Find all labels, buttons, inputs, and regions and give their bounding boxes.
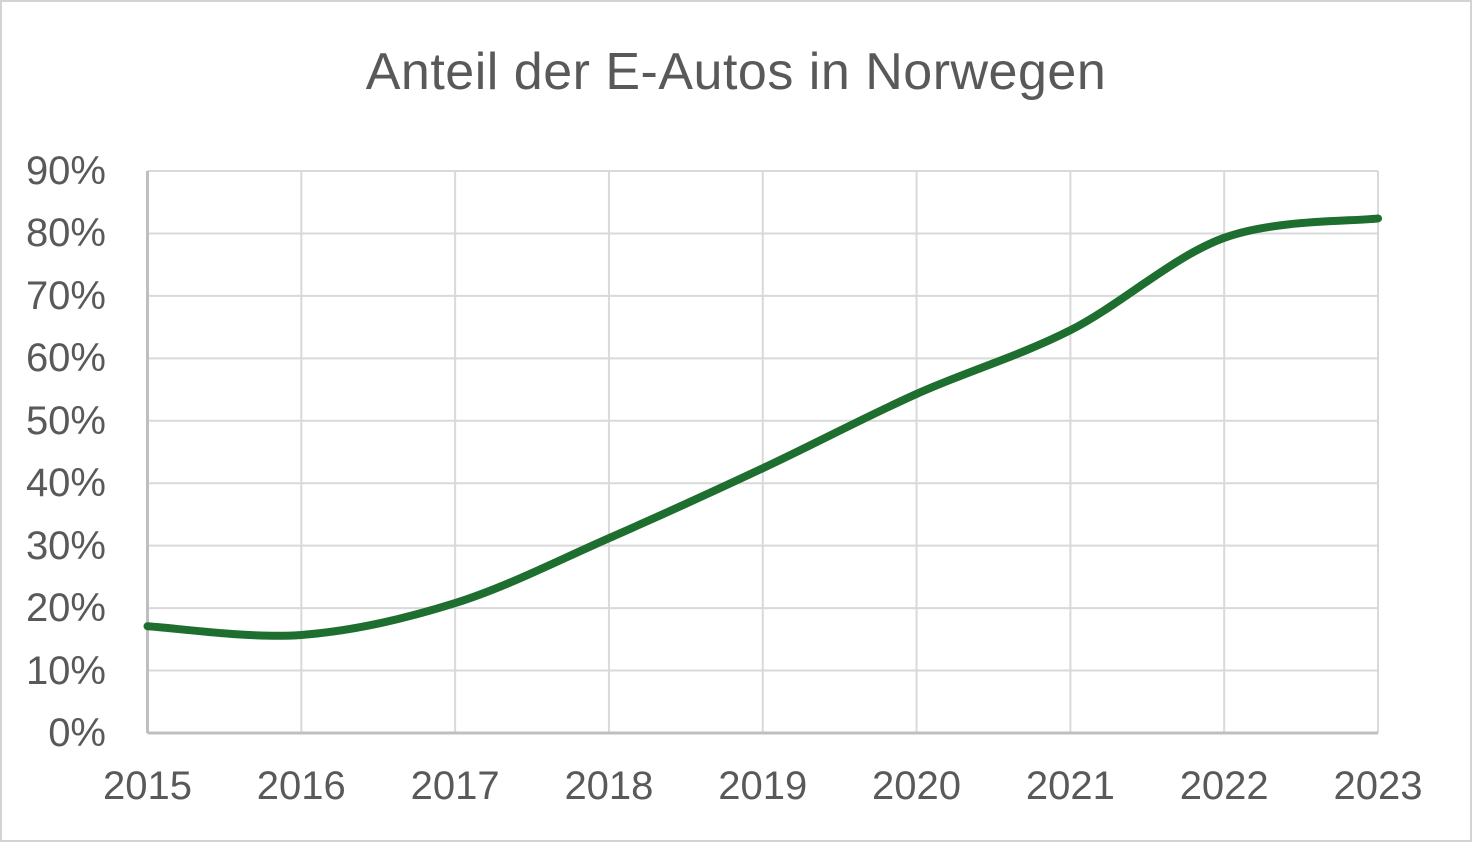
- y-tick-label: 50%: [25, 398, 106, 443]
- x-tick-label: 2017: [410, 764, 500, 808]
- y-tick-label: 70%: [25, 273, 106, 318]
- y-tick-label: 90%: [25, 149, 106, 193]
- x-tick-label: 2015: [103, 764, 192, 808]
- x-tick-label: 2022: [1179, 764, 1269, 808]
- x-tick-label: 2018: [564, 764, 654, 808]
- y-tick-label: 10%: [25, 648, 106, 693]
- y-tick-label: 30%: [25, 523, 106, 568]
- chart-title: Anteil der E-Autos in Norwegen: [365, 43, 1107, 101]
- x-tick-label: 2023: [1333, 764, 1423, 808]
- ev-share-line: [143, 214, 1382, 640]
- y-tick-label: 0%: [48, 711, 106, 755]
- x-tick-label: 2019: [718, 764, 808, 808]
- y-tick-label: 60%: [25, 336, 106, 381]
- gridlines: [147, 170, 1379, 733]
- y-tick-label: 20%: [25, 586, 106, 631]
- y-tick-label: 40%: [25, 461, 106, 506]
- x-tick-label: 2020: [872, 764, 962, 808]
- axis-lines: [146, 171, 1378, 735]
- x-tick-label: 2016: [256, 764, 346, 808]
- x-tick-label: 2021: [1025, 764, 1115, 808]
- y-tick-label: 80%: [25, 211, 106, 256]
